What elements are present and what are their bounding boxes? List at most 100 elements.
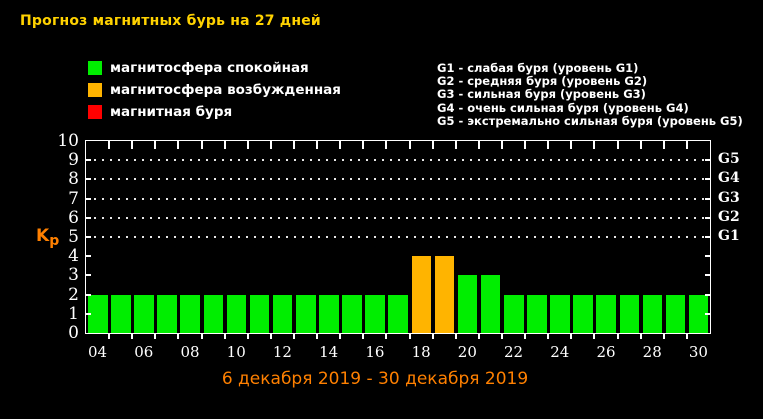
legend-item-storm: магнитная буря bbox=[88, 101, 341, 123]
x-tick-top bbox=[431, 141, 434, 149]
bar-day-17 bbox=[388, 294, 409, 333]
y-axis-label-4: 4 bbox=[68, 246, 79, 267]
page-title: Прогноз магнитных бурь на 27 дней bbox=[20, 13, 321, 29]
x-tick-top bbox=[108, 141, 111, 149]
x-tick-top bbox=[524, 141, 527, 149]
x-tick-top bbox=[223, 141, 226, 149]
x-tick-top bbox=[685, 141, 688, 149]
y-tick-right bbox=[705, 255, 710, 258]
y-axis-label-0: 0 bbox=[68, 323, 79, 343]
x-axis-label-08: 08 bbox=[180, 343, 200, 361]
y-tick-left bbox=[86, 178, 91, 181]
x-tick-bottom bbox=[200, 334, 203, 339]
x-axis-label-26: 26 bbox=[596, 343, 616, 361]
bar-day-12 bbox=[272, 294, 293, 333]
bar-day-27 bbox=[619, 294, 640, 333]
x-axis-label-18: 18 bbox=[411, 343, 431, 361]
y-axis-label-6: 6 bbox=[68, 207, 79, 228]
y-tick-left bbox=[86, 274, 91, 277]
x-tick-top bbox=[200, 141, 203, 149]
x-tick-top bbox=[385, 141, 388, 149]
gridline-kp-7 bbox=[86, 197, 710, 200]
x-tick-top bbox=[570, 141, 573, 149]
legend-storm-activity: магнитосфера спокойная магнитосфера возб… bbox=[88, 57, 341, 123]
x-tick-bottom bbox=[293, 334, 295, 339]
y-axis-label-3: 3 bbox=[68, 265, 79, 286]
x-tick-bottom bbox=[154, 334, 157, 339]
bar-day-09 bbox=[203, 294, 224, 333]
right-axis-label-G3: G3 bbox=[718, 189, 740, 206]
legend-item-excited: магнитосфера возбужденная bbox=[88, 79, 341, 101]
y-tick-left bbox=[86, 216, 91, 219]
bar-day-08 bbox=[180, 294, 201, 333]
x-axis-label-06: 06 bbox=[134, 343, 154, 361]
bar-day-07 bbox=[157, 294, 177, 333]
y-tick-left bbox=[86, 293, 91, 296]
storm-level-g4: G4 - очень сильная буря (уровень G4) bbox=[437, 100, 689, 115]
storm-level-g1: G1 - слабая буря (уровень G1) bbox=[437, 61, 639, 75]
y-axis-title-kp: Kp bbox=[36, 226, 60, 249]
x-tick-top bbox=[339, 141, 342, 149]
y-tick-left bbox=[86, 255, 91, 258]
x-tick-top bbox=[131, 141, 134, 149]
x-axis-label-04: 04 bbox=[88, 343, 108, 361]
bar-day-13 bbox=[296, 294, 316, 333]
y-tick-right bbox=[705, 274, 710, 277]
y-axis-label-10: 10 bbox=[57, 131, 79, 151]
storm-level-g5: G5 - экстремально сильная буря (уровень … bbox=[437, 113, 743, 128]
y-axis-label-7: 7 bbox=[68, 188, 79, 209]
y-tick-right bbox=[705, 178, 710, 181]
bar-day-21 bbox=[480, 275, 501, 333]
x-tick-bottom bbox=[501, 334, 503, 339]
legend-item-label: магнитосфера спокойная bbox=[110, 60, 309, 76]
x-tick-top bbox=[154, 141, 157, 149]
x-tick-top bbox=[246, 141, 249, 149]
plot-area bbox=[85, 140, 711, 334]
x-tick-bottom bbox=[408, 334, 411, 339]
x-tick-top bbox=[477, 141, 480, 149]
x-axis-label-12: 12 bbox=[272, 343, 292, 361]
x-axis-label-16: 16 bbox=[365, 343, 385, 361]
x-tick-bottom bbox=[685, 334, 688, 339]
x-tick-top bbox=[501, 141, 503, 149]
x-tick-bottom bbox=[177, 334, 180, 339]
x-tick-bottom bbox=[246, 334, 249, 339]
x-tick-bottom bbox=[431, 334, 434, 339]
x-axis-label-10: 10 bbox=[226, 343, 246, 361]
x-tick-bottom bbox=[662, 334, 665, 339]
storm-color-swatch bbox=[88, 105, 102, 119]
y-tick-left bbox=[86, 312, 91, 315]
x-tick-bottom bbox=[339, 334, 342, 339]
y-tick-right bbox=[705, 216, 710, 219]
y-tick-right bbox=[705, 159, 710, 162]
gridline-kp-9 bbox=[86, 159, 710, 162]
x-tick-bottom bbox=[547, 334, 550, 339]
bar-day-23 bbox=[527, 294, 547, 333]
x-tick-top bbox=[362, 141, 365, 149]
right-axis-label-G2: G2 bbox=[718, 208, 740, 225]
gridline-kp-5 bbox=[86, 236, 710, 238]
date-range-caption: 6 декабря 2019 - 30 декабря 2019 bbox=[221, 369, 529, 389]
bar-day-06 bbox=[134, 294, 154, 333]
bar-day-20 bbox=[457, 275, 478, 333]
bar-day-24 bbox=[550, 294, 570, 333]
x-tick-bottom bbox=[223, 334, 226, 339]
x-tick-top bbox=[639, 141, 642, 149]
y-tick-right bbox=[705, 312, 710, 315]
x-tick-top bbox=[269, 141, 272, 149]
x-tick-top bbox=[177, 141, 180, 149]
x-tick-top bbox=[316, 141, 319, 149]
x-axis-label-22: 22 bbox=[504, 343, 524, 361]
x-axis-label-28: 28 bbox=[642, 343, 662, 361]
y-axis-label-5: 5 bbox=[68, 227, 79, 247]
x-axis-label-14: 14 bbox=[319, 343, 339, 361]
x-tick-top bbox=[293, 141, 295, 149]
x-tick-bottom bbox=[131, 334, 134, 339]
bar-day-22 bbox=[504, 294, 524, 333]
x-tick-top bbox=[616, 141, 619, 149]
storm-level-g3: G3 - сильная буря (уровень G3) bbox=[437, 87, 646, 102]
bar-day-16 bbox=[365, 294, 385, 333]
x-axis-label-20: 20 bbox=[457, 343, 477, 361]
y-tick-right bbox=[705, 293, 710, 296]
y-axis-label-1: 1 bbox=[68, 303, 79, 324]
